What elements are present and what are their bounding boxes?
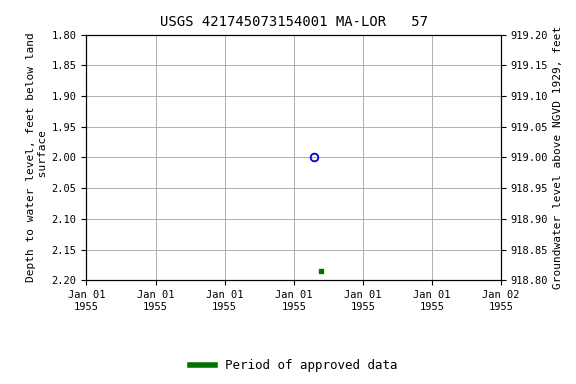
Title: USGS 421745073154001 MA-LOR   57: USGS 421745073154001 MA-LOR 57 [160,15,428,29]
Legend: Period of approved data: Period of approved data [185,354,403,377]
Y-axis label: Depth to water level, feet below land
 surface: Depth to water level, feet below land su… [26,33,47,282]
Y-axis label: Groundwater level above NGVD 1929, feet: Groundwater level above NGVD 1929, feet [552,26,563,289]
